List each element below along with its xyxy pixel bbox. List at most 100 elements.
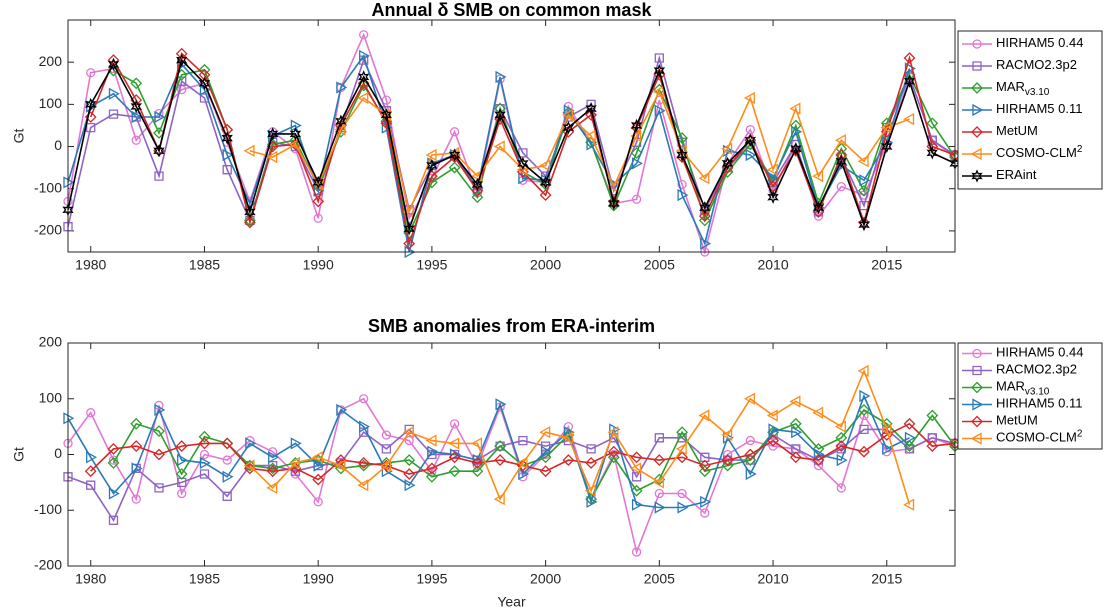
data-marker (153, 425, 165, 438)
data-marker (630, 129, 642, 143)
data-marker (290, 437, 302, 450)
data-marker (131, 494, 141, 504)
legend-marker (971, 82, 983, 94)
x-tick-label: 2005 (644, 257, 675, 273)
data-marker (245, 437, 257, 450)
legend-label: MARv3.10 (996, 79, 1050, 97)
data-marker (675, 442, 687, 456)
data-marker (676, 451, 689, 464)
data-marker (495, 398, 507, 411)
data-marker (222, 491, 232, 501)
data-marker (493, 492, 505, 506)
data-marker (177, 76, 187, 86)
data-marker (84, 465, 97, 478)
data-marker (154, 483, 164, 493)
y-tick-label: -200 (34, 557, 62, 573)
data-marker (903, 498, 915, 511)
data-marker (154, 403, 166, 417)
data-marker (175, 47, 188, 60)
data-marker (630, 451, 643, 464)
data-marker (677, 488, 687, 499)
data-marker (768, 186, 778, 196)
data-marker (381, 95, 392, 105)
legend-label: HIRHAM5 0.11 (996, 396, 1082, 411)
legend-subscript: v3.10 (1025, 386, 1050, 397)
data-marker (107, 442, 120, 455)
data-marker (585, 102, 597, 116)
y-axis-label: Gt (11, 447, 27, 462)
data-marker (471, 184, 484, 197)
data-marker (130, 440, 143, 453)
data-marker (426, 158, 438, 173)
data-marker (745, 125, 755, 135)
data-marker (859, 424, 869, 435)
data-marker (311, 451, 323, 464)
series-line (249, 89, 910, 215)
data-marker (268, 447, 278, 457)
data-marker (586, 444, 596, 454)
x-tick-label: 1985 (189, 571, 220, 587)
data-marker (177, 488, 187, 499)
data-marker (108, 87, 120, 100)
legend-name: HIRHAM5 0.44 (996, 345, 1083, 360)
data-marker (607, 445, 620, 458)
x-tick-label: 1990 (303, 257, 334, 273)
series-line (67, 428, 956, 522)
data-marker (926, 117, 939, 130)
data-marker (403, 468, 416, 480)
data-marker (698, 409, 710, 422)
data-marker (609, 449, 619, 460)
data-marker (449, 419, 460, 429)
data-marker (334, 459, 346, 472)
data-marker (836, 444, 846, 454)
legend-marker (971, 381, 983, 394)
data-marker (562, 431, 574, 444)
y-tick-label: -100 (34, 179, 62, 195)
data-marker (836, 453, 848, 467)
data-marker (539, 189, 552, 202)
data-marker (493, 140, 505, 153)
data-marker (153, 127, 165, 139)
legend-label: ERAint (996, 167, 1037, 182)
data-marker (676, 132, 689, 145)
data-marker (768, 423, 780, 436)
data-marker (880, 423, 892, 436)
data-marker (789, 395, 801, 408)
data-marker (313, 213, 323, 223)
data-marker (858, 184, 870, 197)
data-marker (857, 155, 869, 168)
data-marker (767, 434, 780, 447)
data-marker (812, 454, 825, 467)
legend-marker (971, 169, 983, 183)
data-marker (631, 547, 642, 557)
data-marker (631, 194, 642, 204)
data-marker (448, 161, 461, 174)
data-marker (700, 508, 710, 518)
data-marker (63, 222, 73, 232)
data-marker (153, 144, 165, 158)
legend-label: RACMO2.3p2 (996, 57, 1077, 72)
data-marker (518, 472, 528, 482)
data-marker (313, 459, 325, 472)
data-marker (131, 110, 143, 124)
data-marker (539, 426, 551, 439)
data-marker (698, 210, 711, 223)
x-tick-label: 2015 (871, 571, 902, 587)
data-marker (84, 111, 97, 123)
data-marker (267, 127, 279, 141)
legend-marker (970, 432, 982, 445)
data-marker (427, 445, 439, 458)
data-marker (834, 420, 846, 433)
data-marker (653, 63, 666, 78)
data-marker (903, 52, 916, 64)
data-marker (313, 497, 323, 507)
data-marker (86, 68, 96, 78)
data-marker (336, 403, 348, 417)
data-marker (880, 121, 892, 134)
data-marker (676, 148, 688, 162)
data-marker (175, 440, 188, 453)
data-marker (700, 495, 712, 509)
data-marker (743, 392, 755, 405)
data-marker (243, 214, 256, 227)
data-marker (518, 467, 530, 481)
